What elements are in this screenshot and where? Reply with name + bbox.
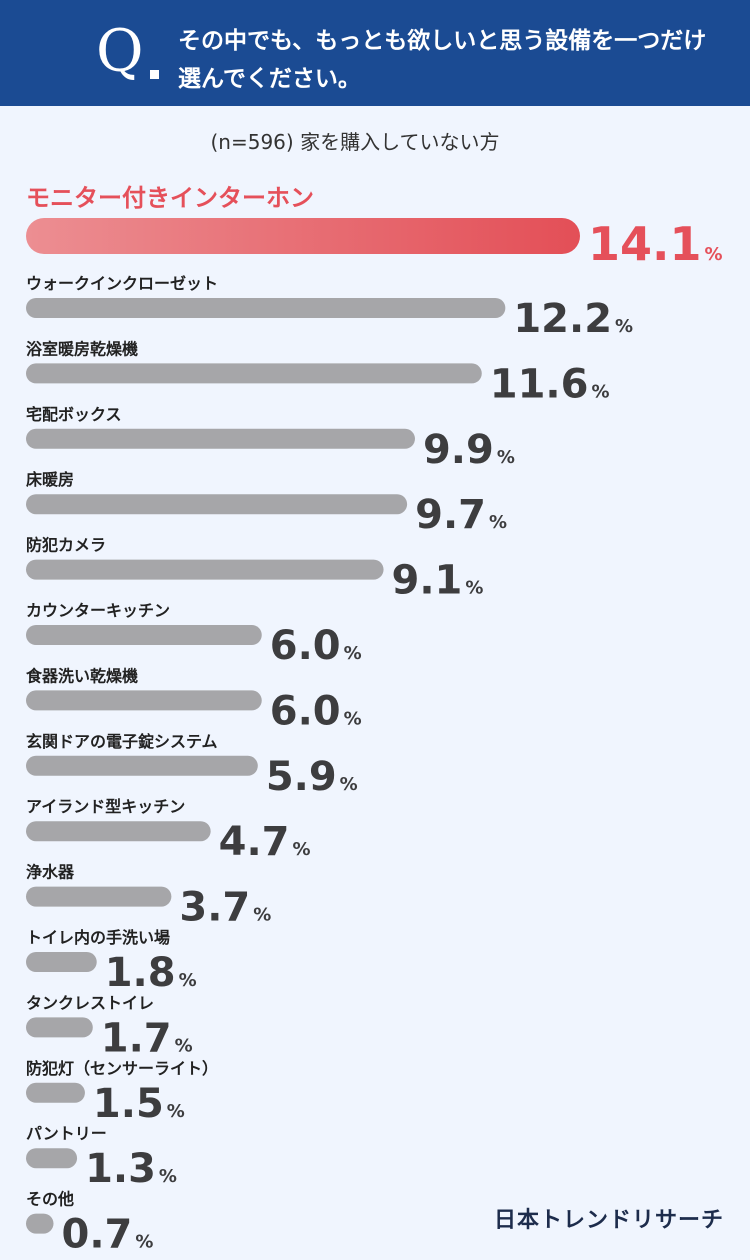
bar-label: カウンターキッチン	[26, 601, 170, 620]
bar-label: 浴室暖房乾燥機	[26, 339, 138, 358]
bar-label: モニター付きインターホン	[26, 184, 314, 212]
bar-value-label: 4.7%	[219, 819, 311, 865]
bar	[26, 755, 258, 776]
bar-value-label: 6.0%	[270, 623, 362, 669]
bar-value-label: 1.3%	[85, 1146, 177, 1192]
brand-logo: 日本トレンドリサーチ	[493, 1208, 724, 1233]
bar-label: トイレ内の手洗い場	[26, 928, 170, 947]
q-dot-icon	[150, 70, 159, 79]
bar-value-label: 9.9%	[423, 427, 515, 473]
bar	[26, 428, 415, 449]
bar	[26, 1082, 85, 1103]
bar-label: 防犯灯（センサーライト）	[26, 1059, 218, 1078]
bar-value-label: 1.8%	[105, 950, 197, 996]
bar-value-label: 9.1%	[392, 558, 484, 604]
bar-label: 床暖房	[26, 470, 74, 489]
question-text: その中でも、もっとも欲しいと思う設備を一つだけ選んでください。	[178, 28, 707, 92]
bar-value-label: 9.7%	[415, 492, 507, 538]
bar-label: 防犯カメラ	[26, 536, 106, 555]
bar	[26, 1017, 93, 1038]
bar-value-label: 6.0%	[270, 688, 362, 734]
bar-label: アイランド型キッチン	[26, 797, 185, 816]
bar-label: タンクレストイレ	[26, 993, 154, 1012]
bar-label: ウォークインクローゼット	[26, 274, 218, 293]
bar-label: 宅配ボックス	[26, 405, 122, 424]
bar	[26, 218, 580, 254]
sample-note: (n=596) 家を購入していない方	[210, 130, 500, 154]
bar-value-label: 1.5%	[93, 1081, 185, 1127]
bar	[26, 821, 211, 842]
bar-label: 玄関ドアの電子錠システム	[26, 732, 218, 751]
bar-value-label: 5.9%	[266, 754, 358, 800]
bar	[26, 952, 97, 972]
question-header: Q その中でも、もっとも欲しいと思う設備を一つだけ選んでください。	[0, 0, 750, 106]
bar-value-label: 3.7%	[179, 885, 271, 931]
bar-label: 食器洗い乾燥機	[25, 666, 138, 685]
bar-label: パントリー	[26, 1124, 107, 1143]
bar	[26, 886, 172, 907]
bar-value-label: 0.7%	[62, 1212, 154, 1258]
bar	[26, 559, 384, 580]
bar	[26, 1148, 78, 1169]
bar	[26, 625, 262, 645]
bar	[26, 1213, 54, 1234]
bar	[26, 690, 262, 711]
bar-label: その他	[26, 1190, 74, 1209]
bar-value-label: 1.7%	[101, 1015, 193, 1061]
bar-value-label: 14.1%	[588, 217, 723, 271]
bar-value-label: 11.6%	[490, 361, 610, 407]
bar	[26, 298, 506, 318]
bar	[26, 494, 408, 515]
bar-label: 浄水器	[26, 863, 75, 882]
q-icon: Q	[96, 17, 144, 85]
bar	[26, 363, 482, 384]
bar-value-label: 12.2%	[513, 296, 633, 342]
